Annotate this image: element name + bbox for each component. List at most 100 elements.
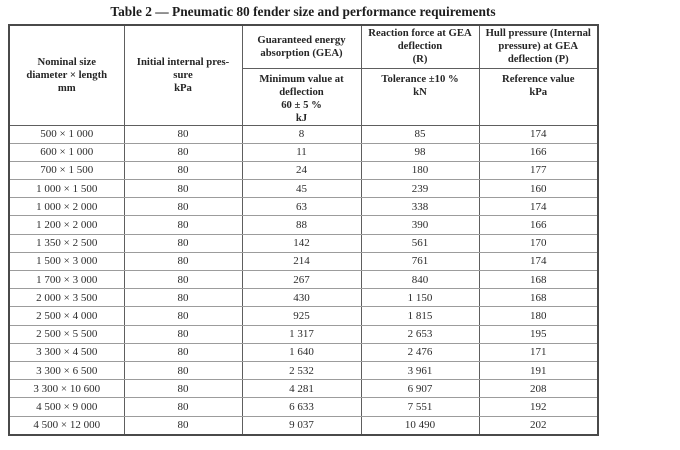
header-hull-pressure-sub: Reference value kPa (478, 67, 599, 126)
table-cell: 2 532 (241, 360, 362, 381)
table-cell: 1 000 × 2 000 (8, 197, 125, 217)
table-row: 2 000 × 3 500 80 430 1 150 168 (8, 288, 599, 308)
table-cell: 3 961 (360, 360, 480, 381)
table-row: 1 000 × 1 500 80 45 239 160 (8, 179, 599, 199)
table-cell: 191 (478, 360, 599, 381)
table-cell: 24 (241, 160, 362, 181)
table-cell: 80 (123, 379, 243, 399)
header-line: Hull pressure (Internal (485, 27, 591, 40)
table-row: 700 × 1 500 80 24 180 177 (8, 160, 599, 181)
table-row: 3 300 × 4 500 80 1 640 2 476 171 (8, 342, 599, 362)
table-cell: 174 (478, 251, 599, 272)
table-cell: 1 500 × 3 000 (8, 251, 125, 272)
header-line: deflection (279, 85, 324, 98)
header-line: kPa (174, 81, 192, 94)
table-cell: 192 (478, 397, 599, 417)
table-cell: 267 (241, 269, 362, 290)
table-cell: 168 (478, 288, 599, 308)
table-cell: 2 653 (360, 324, 480, 344)
table-cell: 166 (478, 215, 599, 235)
header-line: 60 ± 5 % (281, 98, 322, 111)
table-row: 3 300 × 10 600 80 4 281 6 907 208 (8, 379, 599, 399)
table-cell: 80 (123, 179, 243, 199)
table-title: Table 2 — Pneumatic 80 fender size and p… (110, 4, 496, 19)
table-cell: 80 (123, 288, 243, 308)
table-cell: 600 × 1 000 (8, 142, 125, 162)
table-cell: 6 907 (360, 379, 480, 399)
table-cell: 80 (123, 233, 243, 253)
table-cell: 88 (241, 215, 362, 235)
table-cell: 177 (478, 160, 599, 181)
table-row: 600 × 1 000 80 11 98 166 (8, 142, 599, 162)
table-cell: 80 (123, 124, 243, 144)
table-row: 4 500 × 12 000 80 9 037 10 490 202 (8, 415, 599, 436)
header-initial-pressure: Initial internal pres- sure kPa (123, 24, 243, 126)
table-cell: 1 640 (241, 342, 362, 362)
table-row: 1 500 × 3 000 80 214 761 174 (8, 251, 599, 272)
header-line: Tolerance ±10 % (381, 72, 459, 85)
header-line: pressure) at GEA (498, 40, 579, 53)
table-cell: 338 (360, 197, 480, 217)
table-cell: 80 (123, 197, 243, 217)
table-row: 1 000 × 2 000 80 63 338 174 (8, 197, 599, 217)
table-cell: 840 (360, 269, 480, 290)
table-cell: 7 551 (360, 397, 480, 417)
table-cell: 3 300 × 10 600 (8, 379, 125, 399)
table-row: 2 500 × 4 000 80 925 1 815 180 (8, 306, 599, 326)
header-reaction-force-sub: Tolerance ±10 % kN (360, 67, 480, 126)
table-cell: 80 (123, 342, 243, 362)
table-cell: 80 (123, 160, 243, 181)
table-cell: 202 (478, 415, 599, 436)
table-cell: 8 (241, 124, 362, 144)
table-cell: 180 (478, 306, 599, 326)
table-cell: 2 500 × 4 000 (8, 306, 125, 326)
table-cell: 239 (360, 179, 480, 199)
table-cell: 80 (123, 251, 243, 272)
header-gea-sub: Minimum value at deflection 60 ± 5 % kJ (241, 67, 362, 126)
table-body: 500 × 1 000 80 8 85 174 600 × 1 000 80 11 98 166… (8, 124, 599, 436)
table-cell: 208 (478, 379, 599, 399)
table-row: 1 200 × 2 000 80 88 390 166 (8, 215, 599, 235)
table-cell: 11 (241, 142, 362, 162)
table-cell: 80 (123, 415, 243, 436)
header-line: Nominal size (37, 55, 96, 68)
table-cell: 561 (360, 233, 480, 253)
table-cell: 1 317 (241, 324, 362, 344)
table-cell: 63 (241, 197, 362, 217)
table-cell: 80 (123, 306, 243, 326)
header-line: Reaction force at GEA (368, 27, 472, 40)
table-cell: 1 000 × 1 500 (8, 179, 125, 199)
table-cell: 390 (360, 215, 480, 235)
table-cell: 80 (123, 360, 243, 381)
table-cell: 1 350 × 2 500 (8, 233, 125, 253)
table-cell: 214 (241, 251, 362, 272)
header-line: deflection (P) (507, 53, 569, 66)
header-line: kN (413, 85, 427, 98)
table-cell: 2 476 (360, 342, 480, 362)
table-cell: 2 000 × 3 500 (8, 288, 125, 308)
table-cell: 170 (478, 233, 599, 253)
table-cell: 80 (123, 215, 243, 235)
table-cell: 80 (123, 142, 243, 162)
header-line: (R) (412, 53, 428, 66)
table-cell: 1 150 (360, 288, 480, 308)
header-line: Initial internal pres- (136, 55, 230, 68)
header-line: kJ (295, 111, 308, 124)
header-nominal-size: Nominal size diameter × length mm (8, 24, 125, 126)
table-cell: 195 (478, 324, 599, 344)
header-line: kPa (529, 85, 548, 98)
table-cell: 45 (241, 179, 362, 199)
table-cell: 171 (478, 342, 599, 362)
table-cell: 80 (123, 397, 243, 417)
table-cell: 168 (478, 269, 599, 290)
table-cell: 142 (241, 233, 362, 253)
table-cell: 761 (360, 251, 480, 272)
header-line: diameter × length (26, 68, 108, 81)
table-cell: 4 500 × 9 000 (8, 397, 125, 417)
header-reaction-force: Reaction force at GEA deflection (R) (360, 24, 480, 69)
table-cell: 4 500 × 12 000 (8, 415, 125, 436)
header-row-top: Nominal size diameter × length mm Initia… (8, 24, 599, 126)
table-cell: 85 (360, 124, 480, 144)
header-line: mm (57, 81, 76, 94)
